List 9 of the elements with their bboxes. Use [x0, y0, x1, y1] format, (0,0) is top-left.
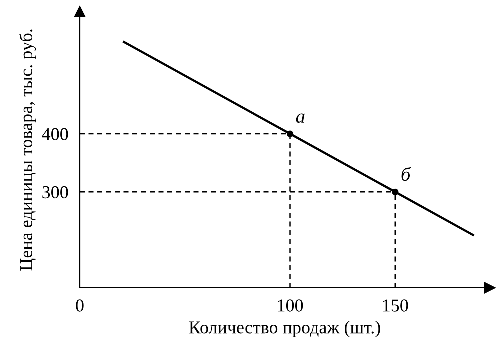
x-tick-label: 150	[383, 300, 408, 312]
x-axis-title: Количество продаж (шт.)	[189, 321, 380, 338]
x-tick-label: 100	[278, 300, 304, 312]
annotation: а	[296, 114, 305, 124]
y-tick-label: 400	[42, 128, 68, 140]
y-axis-title: Цена единицы товара, тыс. руб.	[19, 30, 36, 271]
x-tick-label: 0	[76, 300, 84, 312]
y-tick-label: 300	[42, 186, 68, 199]
annotation: б	[402, 167, 412, 182]
